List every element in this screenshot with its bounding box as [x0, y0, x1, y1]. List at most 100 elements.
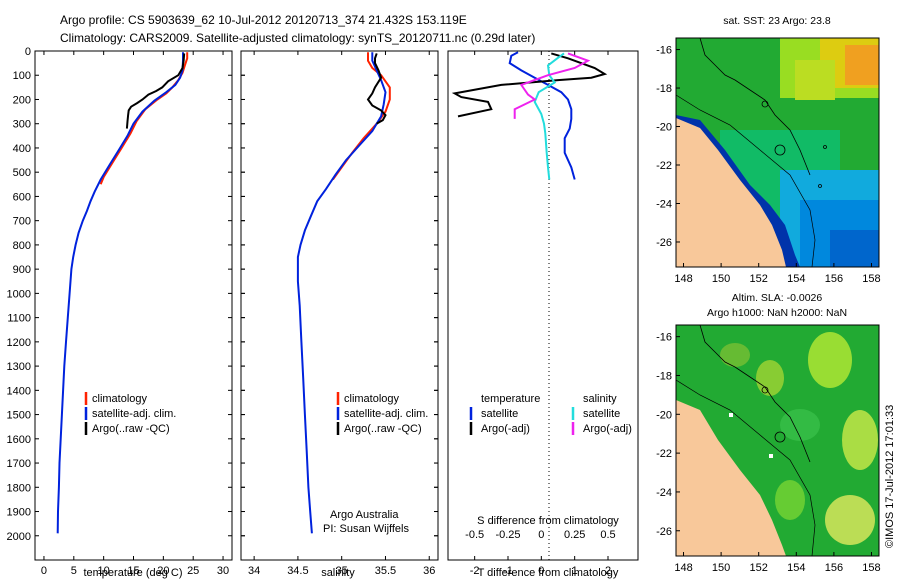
legend-satellite-label: satellite-adj. clim.	[344, 408, 428, 420]
x-tick-label: 25	[187, 565, 199, 577]
sla-map-x-ticks: 148 150 152 154 156 158	[674, 552, 881, 574]
series-line-s-argo	[513, 52, 591, 119]
difference-axes-frame	[447, 50, 639, 561]
legend-climatology-label: climatology	[92, 393, 148, 405]
legend-s-satellite-label: satellite	[583, 408, 620, 420]
x-tick-label: 34.5	[287, 565, 308, 577]
header-line1: Argo profile: CS 5903639_62 10-Jul-2012 …	[60, 13, 467, 27]
map-x-tick-label: 156	[825, 562, 843, 574]
series-line-satellite-adj-clim-	[56, 52, 184, 534]
series-line-argo	[125, 53, 186, 129]
y-tick-label: 300	[13, 119, 31, 131]
series-line-satellite-adj-clim-	[296, 52, 387, 534]
map-x-tick-label: 156	[825, 273, 843, 285]
y-tick-label: 200	[13, 94, 31, 106]
s-diff-label: S difference from climatology	[477, 515, 619, 527]
s-x-tick-label: 0.25	[564, 529, 585, 541]
x-tick-label: 36	[423, 565, 435, 577]
temperature-panel: 0100200300400500600700800900100011001200…	[7, 46, 233, 579]
s-x-tick-label: 0.5	[600, 529, 615, 541]
temperature-y-ticks: 0 100 200 300 400 500 600 700 800 900 1000 1100 1200…	[7, 46, 232, 543]
temperature-series	[56, 52, 189, 534]
sst-map-field	[676, 38, 879, 267]
x-tick-label: 0	[41, 565, 47, 577]
y-tick-label: 1400	[7, 385, 31, 397]
x-tick-label: -2	[470, 565, 480, 577]
series-line-argo	[366, 53, 387, 125]
y-tick-label: 800	[13, 240, 31, 252]
y-tick-label: 400	[13, 143, 31, 155]
legend-t-argo-label: Argo(-adj)	[481, 423, 530, 435]
salinity-axes-frame	[240, 50, 439, 561]
map-y-tick-label: -18	[656, 370, 672, 382]
map-y-tick-label: -24	[656, 487, 672, 499]
map-y-tick-label: -26	[656, 526, 672, 538]
header-line2: Climatology: CARS2009. Satellite-adjuste…	[60, 31, 535, 45]
x-tick-label: 20	[157, 565, 169, 577]
salinity-annotation-line2: PI: Susan Wijffels	[323, 523, 409, 535]
map-y-tick-label: -20	[656, 122, 672, 134]
salinity-panel: 34 34.5 35 35.5 36 salinity climatology sate…	[240, 50, 439, 579]
series-line-s-satellite	[533, 52, 565, 180]
s-x-tick-label: -0.5	[465, 529, 484, 541]
x-tick-label: 1	[572, 565, 578, 577]
sla-map-land	[676, 400, 786, 556]
legend-climatology-label: climatology	[344, 393, 400, 405]
map-x-tick-label: 150	[712, 562, 730, 574]
y-tick-label: 2000	[7, 531, 31, 543]
y-tick-label: 100	[13, 70, 31, 82]
x-tick-label: 5	[71, 565, 77, 577]
sla-map-frame	[675, 324, 880, 557]
x-tick-label: 35.5	[375, 565, 396, 577]
salinity-x-ticks: 34 34.5 35 35.5 36	[248, 51, 435, 577]
map-y-tick-label: -26	[656, 237, 672, 249]
t-diff-label: T difference from climatology	[478, 567, 619, 579]
sla-map-title1: Altim. SLA: -0.0026	[732, 292, 823, 304]
salinity-series	[296, 52, 391, 534]
difference-panel: -2 -1 0 1 2 -0.5 -0.25 0 0.25 0.5 S difference fr…	[447, 50, 639, 579]
legend-temperature-title: temperature	[481, 393, 540, 405]
y-tick-label: 600	[13, 191, 31, 203]
y-tick-label: 1500	[7, 410, 31, 422]
sla-map-field	[676, 325, 879, 556]
sla-map-y-ticks: -16 -18 -20 -22 -24 -26	[656, 332, 680, 538]
sst-map-title: sat. SST: 23 Argo: 23.8	[723, 15, 831, 27]
legend-satellite-label: satellite-adj. clim.	[92, 408, 176, 420]
x-tick-label: 2	[605, 565, 611, 577]
y-tick-label: 1200	[7, 337, 31, 349]
legend-argo-label: Argo(..raw -QC)	[344, 423, 422, 435]
legend-t-satellite-label: satellite	[481, 408, 518, 420]
difference-legend: temperature satellite Argo(-adj) salinit…	[469, 393, 632, 435]
salinity-xlabel: salinity	[321, 567, 355, 579]
y-tick-label: 1600	[7, 434, 31, 446]
map-x-tick-label: 152	[750, 273, 768, 285]
x-tick-label: 15	[127, 565, 139, 577]
legend-salinity-title: salinity	[583, 393, 617, 405]
legend-argo-label: Argo(..raw -QC)	[92, 423, 170, 435]
y-tick-label: 1000	[7, 288, 31, 300]
sst-map-y-ticks: -16 -18 -20 -22 -24 -26	[656, 45, 680, 249]
y-tick-label: 1800	[7, 482, 31, 494]
series-line-t-satellite	[508, 51, 576, 180]
map-y-tick-label: -18	[656, 83, 672, 95]
salinity-legend: climatology satellite-adj. clim. Argo(..…	[336, 392, 428, 435]
map-y-tick-label: -20	[656, 409, 672, 421]
map-y-tick-label: -16	[656, 45, 672, 57]
y-tick-label: 900	[13, 264, 31, 276]
map-y-tick-label: -16	[656, 332, 672, 344]
sla-map-panel: Altim. SLA: -0.0026 Argo h1000: NaN h200…	[656, 292, 881, 574]
imos-timestamp: ©IMOS 17-Jul-2012 17:01:33	[884, 405, 896, 548]
sla-map-title2: Argo h1000: NaN h2000: NaN	[707, 307, 847, 319]
y-tick-label: 1900	[7, 507, 31, 519]
map-x-tick-label: 150	[712, 273, 730, 285]
y-tick-label: 700	[13, 216, 31, 228]
map-x-tick-label: 154	[787, 273, 805, 285]
x-tick-label: 30	[217, 565, 229, 577]
temperature-x-ticks: 0 5 10 15 20 25 30	[41, 51, 229, 577]
y-tick-label: 1700	[7, 458, 31, 470]
map-x-tick-label: 154	[787, 562, 805, 574]
sst-map-land	[676, 118, 786, 267]
temperature-legend: climatology satellite-adj. clim. Argo(..…	[84, 392, 176, 435]
x-tick-label: 35	[336, 565, 348, 577]
map-x-tick-label: 152	[750, 562, 768, 574]
